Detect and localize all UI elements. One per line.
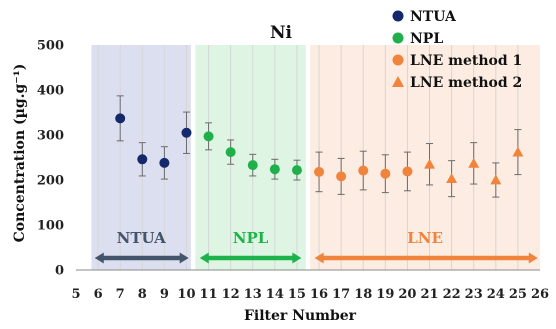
legend-marker <box>392 54 404 66</box>
x-tick-label: 21 <box>420 287 438 302</box>
data-point <box>115 113 126 124</box>
legend-label: NTUA <box>410 9 457 25</box>
x-tick-label: 24 <box>487 287 505 302</box>
legend-marker-triangle <box>392 76 404 87</box>
data-points <box>115 113 524 185</box>
arrow-head-left <box>314 252 324 264</box>
data-point-triangle <box>446 173 458 184</box>
arrow-head-right <box>528 252 538 264</box>
data-point <box>402 166 413 177</box>
region-arrow-lne <box>314 252 538 264</box>
x-axis-title: Filter Number <box>244 308 357 324</box>
x-tick-label: 23 <box>465 287 483 302</box>
data-point <box>336 171 347 182</box>
region-arrow-ntua <box>94 252 189 264</box>
y-tick-label: 500 <box>37 39 64 54</box>
legend-marker <box>392 10 404 22</box>
y-tick-label: 0 <box>55 264 64 279</box>
data-point <box>380 168 391 179</box>
y-axis-title: Concentration (µg.g⁻¹) <box>12 64 28 243</box>
data-point <box>159 157 170 168</box>
arrow-head-left <box>199 252 209 264</box>
legend-label: LNE method 2 <box>410 75 522 91</box>
region-label-ntua: NTUA <box>117 229 166 247</box>
legend-item: LNE method 1 <box>392 53 522 69</box>
x-tick-label: 10 <box>177 287 195 302</box>
y-tick-label: 400 <box>37 84 64 99</box>
x-tick-label: 26 <box>531 287 549 302</box>
legend-marker <box>392 32 404 44</box>
data-point <box>291 165 302 176</box>
x-tick-label: 5 <box>71 287 80 302</box>
data-point <box>269 164 280 175</box>
y-tick-label: 300 <box>37 129 64 144</box>
x-tick-label: 8 <box>138 287 147 302</box>
legend-item: NPL <box>392 31 443 47</box>
shaded-regions <box>91 45 540 270</box>
tick-labels: 5 6 7 8 9 10 11 12 13 14 15 16 17 18 19 20 21 22 23 24 25 26 0… <box>37 39 549 303</box>
legend-item: LNE method 2 <box>392 75 522 91</box>
data-point <box>181 127 192 138</box>
arrow-head-left <box>94 252 104 264</box>
data-point-triangle <box>512 146 524 157</box>
arrow-head-right <box>292 252 302 264</box>
legend: NTUA NPL LNE method 1 LNE method 2 <box>392 9 522 91</box>
region-label-npl: NPL <box>233 229 269 247</box>
x-tick-label: 9 <box>160 287 169 302</box>
y-tick-label: 200 <box>37 174 64 189</box>
x-tick-label: 16 <box>310 287 328 302</box>
data-point <box>358 165 369 176</box>
region-npl <box>195 45 306 270</box>
region-arrows: NTUA NPL LNE <box>94 229 538 264</box>
data-point <box>247 160 258 171</box>
data-point-triangle <box>424 158 436 169</box>
x-tick-label: 15 <box>288 287 306 302</box>
data-point-triangle <box>490 174 502 185</box>
x-tick-label: 25 <box>509 287 527 302</box>
x-tick-label: 22 <box>443 287 461 302</box>
x-tick-label: 6 <box>94 287 103 302</box>
x-tick-label: 19 <box>376 287 394 302</box>
x-tick-label: 12 <box>222 287 240 302</box>
x-tick-label: 18 <box>354 287 372 302</box>
x-tick-label: 11 <box>200 287 218 302</box>
legend-item: NTUA <box>392 9 457 25</box>
data-point-triangle <box>468 157 480 168</box>
data-point <box>203 131 214 142</box>
region-arrow-npl <box>199 252 302 264</box>
legend-label: LNE method 1 <box>410 53 522 69</box>
y-tick-label: 100 <box>37 219 64 234</box>
chart-title: Ni <box>270 23 293 43</box>
arrow-head-right <box>179 252 189 264</box>
data-point <box>314 166 325 177</box>
x-tick-label: 13 <box>244 287 262 302</box>
x-tick-label: 20 <box>398 287 416 302</box>
data-point <box>137 154 148 165</box>
region-label-lne: LNE <box>407 229 443 247</box>
x-tick-label: 17 <box>332 287 350 302</box>
region-lne <box>310 45 540 270</box>
x-tick-label: 7 <box>116 287 125 302</box>
legend-label: NPL <box>410 31 443 47</box>
x-tick-label: 14 <box>266 287 284 302</box>
data-point <box>225 147 236 158</box>
